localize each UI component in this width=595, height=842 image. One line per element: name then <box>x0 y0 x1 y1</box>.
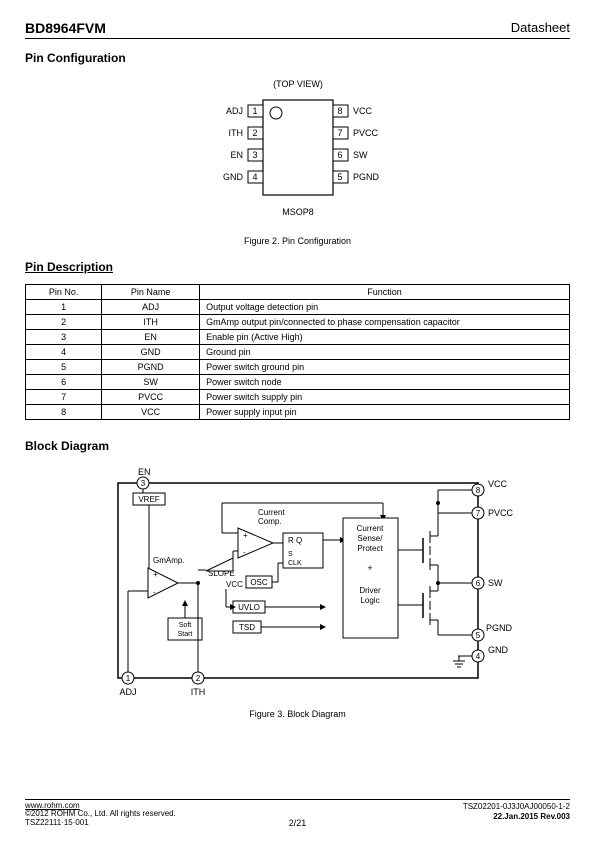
pin-row-1: 1 ADJ <box>225 105 262 117</box>
svg-text:+: + <box>153 570 158 579</box>
svg-text:GND: GND <box>223 172 244 182</box>
table-row: 2ITHGmAmp output pin/connected to phase … <box>26 315 570 330</box>
svg-text:Current: Current <box>356 524 383 533</box>
col-pinname: Pin Name <box>102 285 200 300</box>
package-label: MSOP8 <box>282 207 314 217</box>
table-row: 6SWPower switch node <box>26 375 570 390</box>
svg-text:7: 7 <box>475 509 480 518</box>
lowside-fet <box>398 583 438 635</box>
svg-text:4: 4 <box>475 652 480 661</box>
table-row: 4GNDGround pin <box>26 345 570 360</box>
svg-text:VCC: VCC <box>353 106 373 116</box>
highside-fet <box>398 513 438 583</box>
table-row: 7PVCCPower switch supply pin <box>26 390 570 405</box>
svg-text:Logic: Logic <box>360 596 379 605</box>
col-pinno: Pin No. <box>26 285 102 300</box>
page-header: BD8964FVM Datasheet <box>25 20 570 39</box>
section-block-diagram: Block Diagram <box>25 439 570 453</box>
svg-text:R Q: R Q <box>288 536 302 545</box>
svg-text:GmAmp.: GmAmp. <box>153 556 185 565</box>
svg-text:-: - <box>153 588 156 597</box>
svg-text:8: 8 <box>337 106 342 116</box>
svg-text:PGND: PGND <box>486 623 513 633</box>
svg-text:-: - <box>243 548 246 557</box>
svg-text:PVCC: PVCC <box>488 508 514 518</box>
svg-text:OSC: OSC <box>250 578 268 587</box>
pin-row-7: 7 PVCC <box>333 127 379 139</box>
svg-text:UVLO: UVLO <box>238 603 260 612</box>
svg-text:ADJ: ADJ <box>225 106 242 116</box>
svg-text:1: 1 <box>252 106 257 116</box>
footer-date: 22.Jan.2015 Rev.003 <box>463 812 570 822</box>
fig3-caption: Figure 3. Block Diagram <box>25 709 570 719</box>
fig2-caption: Figure 2. Pin Configuration <box>25 236 570 246</box>
svg-text:Sense/: Sense/ <box>357 534 383 543</box>
section-pin-config: Pin Configuration <box>25 51 570 65</box>
part-number: BD8964FVM <box>25 20 106 36</box>
top-view-label: (TOP VIEW) <box>273 79 323 89</box>
col-func: Function <box>200 285 570 300</box>
svg-text:2: 2 <box>252 128 257 138</box>
svg-text:PVCC: PVCC <box>353 128 379 138</box>
svg-text:Soft: Soft <box>178 622 191 629</box>
svg-text:VREF: VREF <box>138 495 159 504</box>
pin-row-4: 4 GND <box>223 171 263 183</box>
pin-config-diagram: (TOP VIEW) 1 ADJ 2 ITH 3 EN 4 GND 8 VCC … <box>25 75 570 228</box>
svg-text:CLK: CLK <box>288 560 302 567</box>
svg-text:+: + <box>243 531 248 540</box>
pin-description-table: Pin No. Pin Name Function 1ADJOutput vol… <box>25 284 570 420</box>
svg-text:2: 2 <box>195 674 200 683</box>
table-row: 5PGNDPower switch ground pin <box>26 360 570 375</box>
svg-text:7: 7 <box>337 128 342 138</box>
pin-row-6: 6 SW <box>333 149 368 161</box>
svg-text:6: 6 <box>337 150 342 160</box>
svg-text:VCC: VCC <box>226 580 243 589</box>
svg-text:GND: GND <box>488 645 509 655</box>
svg-text:Protect: Protect <box>357 544 383 553</box>
svg-text:Driver: Driver <box>359 586 381 595</box>
pin-row-5: 5 PGND <box>333 171 380 183</box>
svg-text:VCC: VCC <box>488 479 508 489</box>
footer-tsz: TSZ22111·15·001 <box>25 819 176 828</box>
svg-text:EN: EN <box>138 467 151 477</box>
svg-text:TSD: TSD <box>239 623 255 632</box>
svg-text:5: 5 <box>475 631 480 640</box>
svg-text:1: 1 <box>125 674 130 683</box>
svg-text:S: S <box>288 551 293 558</box>
svg-text:SW: SW <box>488 578 503 588</box>
svg-text:+: + <box>367 563 372 573</box>
svg-text:Start: Start <box>177 631 192 638</box>
pin-row-3: 3 EN <box>230 149 263 161</box>
svg-text:8: 8 <box>475 486 480 495</box>
svg-text:EN: EN <box>230 150 243 160</box>
svg-text:3: 3 <box>140 479 145 488</box>
svg-text:5: 5 <box>337 172 342 182</box>
doc-type: Datasheet <box>511 20 570 36</box>
svg-text:ADJ: ADJ <box>119 687 136 697</box>
svg-text:Current: Current <box>258 508 285 517</box>
svg-text:ITH: ITH <box>228 128 243 138</box>
svg-text:PGND: PGND <box>353 172 380 182</box>
pin-row-2: 2 ITH <box>228 127 263 139</box>
pin-row-8: 8 VCC <box>333 105 373 117</box>
svg-text:3: 3 <box>252 150 257 160</box>
svg-text:SW: SW <box>353 150 368 160</box>
svg-text:ITH: ITH <box>190 687 205 697</box>
svg-text:4: 4 <box>252 172 257 182</box>
block-diagram: EN 3 VREF GmAmp. +- Soft Start SLOPE VCC… <box>25 463 570 701</box>
page-footer: www.rohm.com ©2012 ROHM Co., Ltd. All ri… <box>25 799 570 828</box>
svg-text:6: 6 <box>475 579 480 588</box>
table-row: 8VCCPower supply input pin <box>26 405 570 420</box>
table-row: 3ENEnable pin (Active High) <box>26 330 570 345</box>
footer-docno: TSZ02201-0J3J0AJ00050-1-2 <box>463 802 570 812</box>
table-row: 1ADJOutput voltage detection pin <box>26 300 570 315</box>
section-pin-desc: Pin Description <box>25 260 570 274</box>
svg-text:Comp.: Comp. <box>258 517 282 526</box>
